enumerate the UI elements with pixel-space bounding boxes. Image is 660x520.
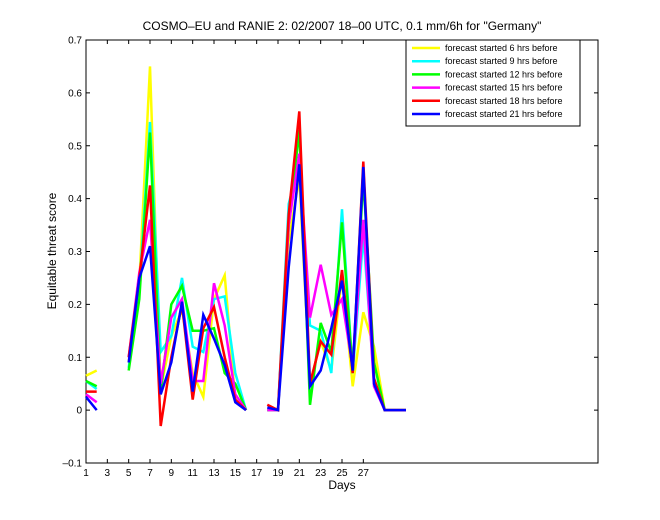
y-tick-label: 0.3 — [68, 247, 82, 258]
y-tick-label: 0.5 — [68, 141, 82, 152]
x-tick-label: 19 — [272, 468, 284, 479]
y-tick-label: 0 — [76, 406, 82, 417]
x-tick-label: 7 — [147, 468, 153, 479]
x-tick-label: 15 — [230, 468, 242, 479]
y-tick-label: 0.6 — [68, 88, 82, 99]
legend-label-3: forecast started 12 hrs before — [445, 69, 563, 79]
y-axis: –0.1 0 0.1 0.2 0.3 0.4 0.5 0.6 0.7 — [63, 36, 598, 470]
x-axis-title: Days — [328, 478, 355, 492]
series-line-6 — [85, 164, 406, 412]
y-tick-label: 0.2 — [68, 300, 82, 311]
x-tick-label: 5 — [126, 468, 132, 479]
legend: forecast started 6 hrs before forecast st… — [405, 39, 581, 127]
x-tick-label: 13 — [208, 468, 220, 479]
x-tick-label: 11 — [187, 468, 198, 479]
legend-label-4: forecast started 15 hrs before — [445, 83, 563, 93]
legend-box — [405, 39, 581, 127]
y-tick-label: 0.7 — [68, 36, 82, 47]
chart-title: COSMO–EU and RANIE 2: 02/2007 18–00 UTC,… — [143, 19, 542, 33]
x-axis: 1 3 5 7 9 11 13 15 17 19 21 23 25 27 — [83, 40, 369, 479]
x-tick-label: 25 — [336, 468, 348, 479]
x-tick-label: 9 — [169, 468, 175, 479]
x-tick-label: 23 — [315, 468, 327, 479]
y-tick-label: 0.4 — [68, 194, 82, 205]
legend-label-5: forecast started 18 hrs before — [445, 96, 563, 106]
x-tick-label: 17 — [251, 468, 263, 479]
legend-label-6: forecast started 21 hrs before — [445, 109, 563, 119]
series-lines — [85, 66, 406, 427]
y-tick-label: –0.1 — [63, 459, 83, 470]
x-tick-label: 3 — [105, 468, 111, 479]
y-tick-label: 0.1 — [68, 353, 82, 364]
x-tick-label: 27 — [358, 468, 370, 479]
legend-label-1: forecast started 6 hrs before — [445, 43, 558, 53]
y-axis-title: Equitable threat score — [45, 192, 59, 309]
x-tick-label: 21 — [294, 468, 306, 479]
x-tick-label: 1 — [83, 468, 89, 479]
legend-label-2: forecast started 9 hrs before — [445, 56, 558, 66]
